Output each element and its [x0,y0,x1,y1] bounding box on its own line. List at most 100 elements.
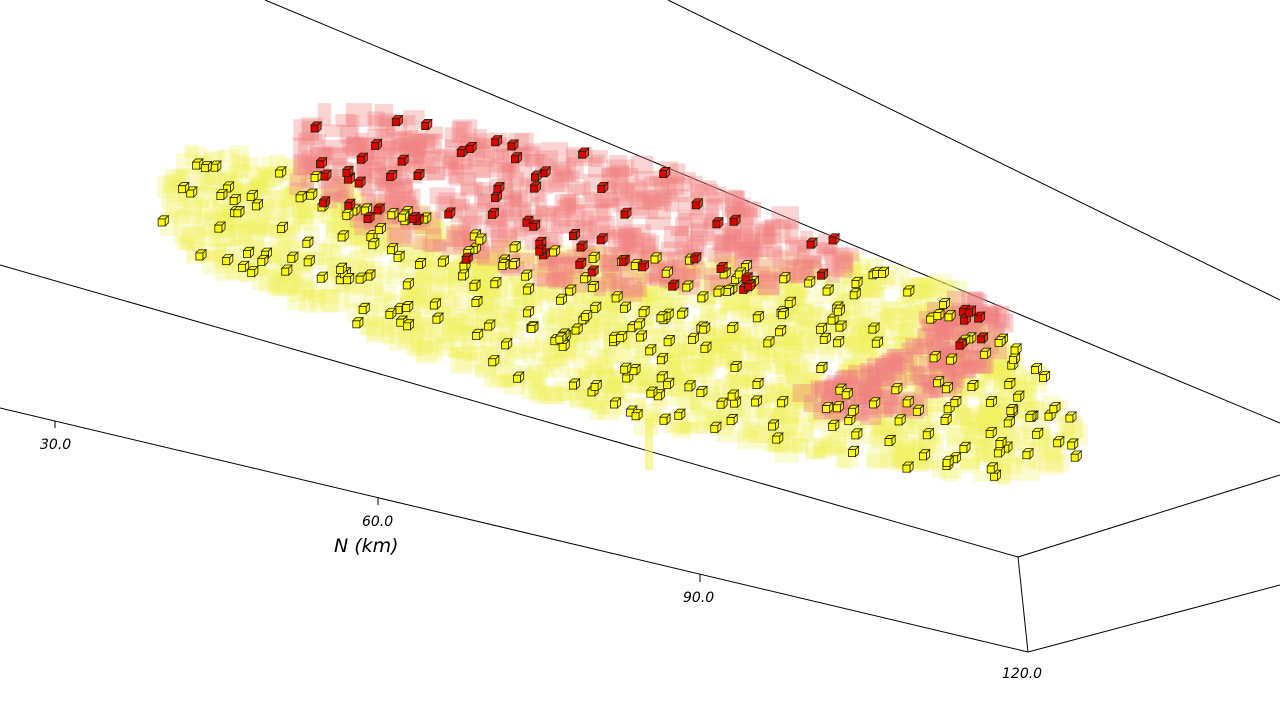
yellow-marker [398,213,406,222]
red-voxel [661,175,684,195]
yellow-voxel [275,272,299,295]
yellow-voxel [432,280,445,304]
red-voxel [672,259,688,273]
yellow-voxel [684,359,706,374]
yellow-voxel [737,407,751,430]
red-voxel [411,133,440,146]
yellow-marker [902,399,911,408]
red-voxel [732,230,760,249]
yellow-voxel [723,255,737,267]
red-voxel [412,147,425,165]
red-voxel [644,262,667,282]
yellow-voxel [331,222,357,234]
red-voxel [624,224,651,245]
yellow-voxel [450,343,465,357]
yellow-voxel [173,210,202,225]
yellow-voxel [279,259,299,270]
yellow-voxel [957,350,984,369]
red-voxel [707,247,732,263]
yellow-voxel [932,364,953,374]
yellow-marker [523,286,531,295]
yellow-voxel [436,266,465,287]
yellow-voxel [956,361,977,384]
yellow-voxel [545,349,566,368]
red-voxel [618,227,638,251]
yellow-voxel [800,424,815,443]
yellow-voxel [755,276,772,289]
yellow-voxel [220,214,233,238]
yellow-marker [1003,419,1012,428]
yellow-marker [247,269,256,278]
red-voxel [771,206,799,230]
yellow-voxel [691,357,717,378]
red-voxel [525,154,544,168]
yellow-voxel [794,388,813,409]
yellow-voxel [850,365,869,379]
red-voxel [413,235,428,250]
red-voxel [289,173,307,187]
red-voxel [548,257,576,277]
red-voxel [357,161,384,174]
yellow-voxel [787,307,806,323]
yellow-voxel [856,325,870,343]
yellow-voxel [879,447,901,468]
yellow-marker [713,288,722,297]
yellow-voxel [1020,381,1037,405]
red-voxel [597,198,620,209]
yellow-voxel [550,268,574,291]
red-marker [716,265,725,273]
yellow-voxel [785,273,811,293]
red-marker [977,335,985,344]
yellow-voxel [482,331,505,342]
red-voxel [820,242,837,255]
yellow-voxel [932,461,946,478]
red-voxel [401,130,428,149]
red-voxel [821,248,838,261]
red-voxel [552,271,574,288]
red-voxel [667,251,682,272]
yellow-marker [833,307,842,316]
yellow-voxel [784,286,804,299]
yellow-voxel [177,197,203,216]
box-edge-top-right [667,0,1280,301]
red-marker [959,316,968,325]
yellow-voxel [450,347,465,359]
red-voxel [507,161,520,173]
yellow-marker [986,465,995,474]
yellow-voxel [981,438,998,460]
red-voxel [460,181,483,197]
yellow-voxel [258,170,272,188]
yellow-voxel [623,312,637,325]
yellow-voxel [173,221,193,244]
red-voxel [574,219,598,240]
yellow-marker [472,332,481,340]
yellow-voxel [770,413,796,424]
yellow-voxel [759,290,779,302]
yellow-voxel [502,298,528,323]
red-voxel [392,192,410,207]
red-voxel [725,190,745,213]
red-voxel [691,223,713,246]
yellow-marker [656,374,665,383]
red-voxel [500,162,517,173]
yellow-voxel [419,339,439,354]
yellow-voxel [875,418,890,433]
red-voxel [695,180,717,192]
yellow-marker [844,417,853,426]
red-voxel [959,345,974,368]
red-marker [535,247,544,256]
red-voxel [323,176,350,199]
red-voxel [388,132,408,156]
yellow-marker [763,339,772,348]
yellow-voxel [230,165,252,178]
yellow-marker [752,314,761,323]
yellow-voxel [442,262,464,280]
red-voxel [724,229,741,251]
yellow-marker [1022,451,1031,460]
red-voxel [379,118,395,138]
red-voxel [602,254,620,272]
yellow-marker [687,335,696,344]
red-voxel [648,189,669,203]
red-voxel [381,174,410,185]
